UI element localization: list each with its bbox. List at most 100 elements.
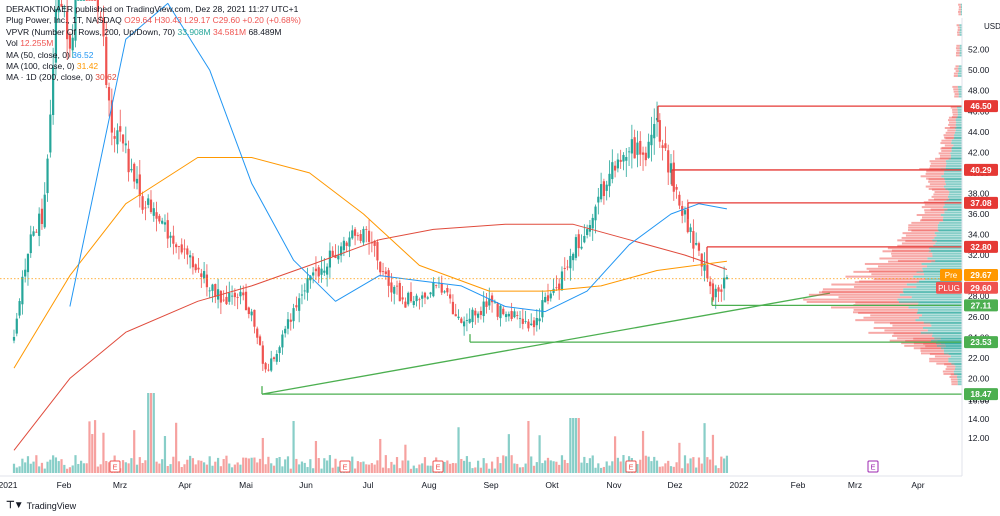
volume-bar	[641, 430, 645, 473]
candle-body	[295, 305, 298, 308]
vpvr-down-row	[953, 90, 959, 93]
candle-body	[356, 235, 359, 237]
vpvr-up-value: 33.908M	[177, 26, 211, 37]
candle-body	[133, 163, 136, 182]
volume-bar	[180, 467, 183, 473]
vpvr-up-row	[945, 187, 962, 190]
candle-body	[661, 145, 664, 148]
ma100-label[interactable]: MA (100, close, 0)	[6, 61, 75, 72]
footer-brand[interactable]: ⁠⊤⁠▼ TradingView	[6, 500, 76, 511]
ohlc-low: L29.17	[184, 15, 211, 26]
vol-label[interactable]: Vol	[6, 38, 18, 49]
time-axis[interactable]: 2021 Feb Mrz Apr Mai Jun Jul Aug Sep Okt Nov Dez 202…	[0, 475, 962, 490]
candle-body	[242, 292, 245, 296]
volume-bar	[569, 418, 572, 473]
last-price-tag-text: 29.60	[970, 283, 992, 293]
volume-line[interactable]: Vol 12.255M	[6, 38, 301, 49]
candle-body	[404, 301, 407, 308]
candle-body	[93, 0, 97, 1]
candle-body	[398, 282, 401, 302]
vpvr-up-row	[937, 226, 962, 229]
vpvr-down-row	[948, 123, 956, 126]
vpvr-up-row	[941, 347, 962, 350]
volume-bar	[683, 455, 687, 473]
ma200-label[interactable]: MA · 1D (200, close, 0)	[6, 72, 93, 83]
candle-body	[725, 277, 729, 280]
volume-bar	[429, 465, 432, 473]
candle-body	[627, 151, 631, 153]
resistance-price-tag-bg	[964, 163, 998, 176]
vpvr-up-row	[958, 90, 962, 93]
vpvr-up-row	[920, 331, 962, 334]
vpvr-up-row	[959, 49, 962, 52]
vpvr-up-row	[935, 242, 962, 245]
premarket-label: Pre	[945, 271, 958, 280]
vpvr-up-row	[958, 88, 962, 91]
volume-bar	[177, 461, 181, 473]
vpvr-down-row	[949, 121, 957, 124]
volume-bar	[507, 434, 510, 473]
volume-bar	[256, 462, 259, 473]
candle-body	[423, 292, 427, 298]
volume-bar	[365, 464, 368, 473]
vpvr-down-row	[941, 139, 952, 142]
vpvr-down-row	[948, 119, 956, 122]
ma50-line[interactable]: MA (50, close, 0) 36.52	[6, 50, 301, 61]
candle-body	[29, 234, 32, 254]
candle-body	[706, 265, 709, 279]
volume-bar	[337, 466, 340, 473]
ma100-line[interactable]: MA (100, close, 0) 31.42	[6, 61, 301, 72]
candle-body	[373, 241, 376, 246]
volume-bar	[49, 459, 52, 473]
volume-bar	[317, 458, 320, 473]
volume-bar	[381, 467, 385, 473]
candle-body	[443, 291, 446, 293]
vpvr-label[interactable]: VPVR (Number Of Rows, 200, Up/Down, 70)	[6, 26, 176, 37]
candle-body	[387, 270, 390, 286]
volume-bar	[32, 461, 35, 473]
volume-bar	[91, 434, 94, 473]
vpvr-down-row	[958, 10, 961, 13]
candle-body	[200, 273, 203, 277]
vpvr-down-row	[943, 372, 955, 375]
vpvr-down-row	[891, 252, 933, 255]
candle-body	[513, 311, 516, 318]
volume-bar	[661, 466, 664, 473]
volume-bar	[26, 456, 30, 473]
candle-body	[189, 255, 192, 258]
candle-body	[650, 134, 653, 146]
candle-body	[496, 303, 499, 317]
volume-bar	[200, 460, 203, 473]
candle-body	[379, 261, 382, 273]
vpvr-down-row	[950, 106, 957, 109]
candle-body	[26, 253, 30, 273]
symbol-ohlc-line[interactable]: Plug Power, Inc., 1T, NASDAQ O29.64 H30.…	[6, 15, 301, 26]
volume-bar	[85, 463, 88, 473]
candle-body	[314, 268, 318, 272]
volume-bar	[74, 455, 77, 473]
earnings-icon	[625, 460, 637, 473]
vpvr-down-row	[934, 355, 951, 358]
ma50-label[interactable]: MA (50, close, 0)	[6, 49, 70, 60]
vpvr-up-row	[943, 216, 962, 219]
vpvr-down-row	[951, 116, 958, 119]
candle-body	[510, 311, 513, 319]
candle-body	[681, 206, 684, 216]
symbol-name[interactable]: Plug Power, Inc., 1T, NASDAQ	[6, 15, 122, 26]
candle-body	[683, 210, 687, 215]
volume-bar	[331, 467, 334, 473]
candle-body	[43, 194, 46, 228]
vpvr-down-row	[831, 306, 909, 309]
volume-bar	[613, 436, 617, 473]
candle-body	[96, 0, 99, 12]
candle-body	[345, 242, 348, 246]
vpvr-up-row	[960, 8, 962, 11]
candle-body	[99, 16, 102, 18]
vpvr-down-row	[944, 127, 955, 129]
volume-bar	[703, 423, 706, 473]
ma200-line[interactable]: MA · 1D (200, close, 0) 30.62	[6, 72, 301, 83]
candle-body	[216, 289, 220, 300]
candle-body	[225, 296, 228, 305]
vpvr-line[interactable]: VPVR (Number Of Rows, 200, Up/Down, 70) …	[6, 27, 301, 38]
